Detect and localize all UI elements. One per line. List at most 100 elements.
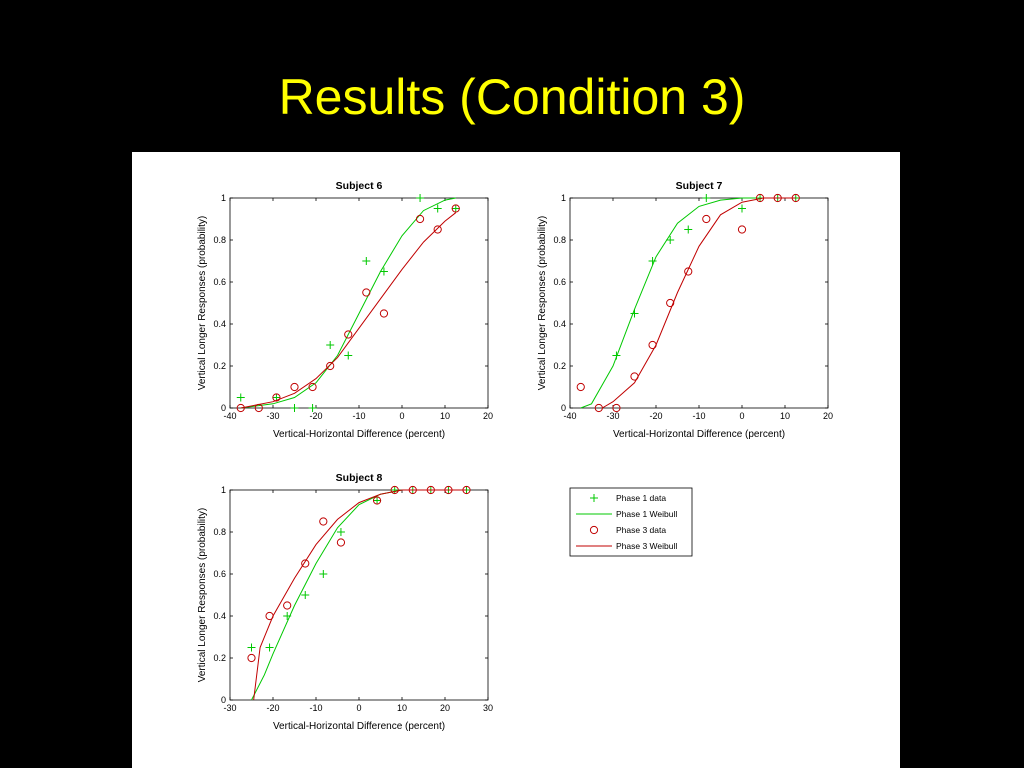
chart-title: Subject 7: [676, 180, 723, 192]
legend-box: [569, 487, 693, 557]
circle-marker: [612, 403, 621, 413]
x-tick-label: 30: [483, 703, 493, 713]
plus-marker: [379, 267, 388, 276]
circle-marker: [702, 214, 711, 224]
circle-marker: [247, 653, 256, 663]
plus-marker: [362, 257, 371, 265]
y-tick-label: 0.2: [213, 361, 226, 371]
circle-marker: [433, 225, 442, 234]
plus-marker: [630, 309, 639, 318]
circle-marker: [308, 382, 317, 392]
x-tick-label: -30: [606, 411, 619, 421]
circle-marker: [372, 496, 382, 505]
plus-marker: [373, 496, 382, 505]
circle-marker: [236, 403, 245, 413]
circle-marker: [283, 601, 292, 610]
plus-marker: [648, 257, 657, 265]
chart-title: Subject 8: [336, 472, 383, 484]
plus-marker: [390, 486, 399, 494]
x-axis-label: Vertical-Horizontal Difference (percent): [273, 429, 445, 440]
plot-frame: [229, 489, 489, 701]
y-tick-label: 0.8: [553, 235, 566, 245]
plot-frame: [229, 197, 489, 409]
x-tick-label: 0: [356, 703, 361, 713]
circle-marker: [576, 382, 585, 392]
circle-marker: [362, 288, 371, 297]
y-tick-label: 0: [221, 695, 226, 705]
y-axis-label: Vertical Longer Responses (probability): [537, 216, 548, 391]
plus-marker: [265, 643, 274, 652]
plus-marker: [319, 570, 328, 578]
circle-marker: [589, 525, 599, 535]
circle-marker: [326, 361, 335, 371]
fit-line: [253, 489, 467, 701]
plus-marker: [326, 341, 335, 349]
plus-marker: [666, 236, 675, 244]
x-tick-label: 20: [823, 411, 833, 421]
plus-marker: [702, 194, 711, 202]
plus-marker: [344, 351, 353, 360]
plus-marker: [738, 204, 746, 213]
plus-marker: [451, 204, 460, 213]
plus-marker: [290, 404, 299, 412]
fit-line: [240, 197, 456, 409]
circle-marker: [666, 298, 675, 308]
y-tick-label: 0.6: [213, 569, 226, 579]
y-tick-label: 1: [221, 485, 226, 495]
x-tick-label: 10: [397, 703, 407, 713]
plus-marker: [308, 404, 317, 412]
x-axis-label: Vertical-Horizontal Difference (percent): [613, 429, 785, 440]
x-tick-label: -10: [692, 411, 705, 421]
circle-marker: [390, 485, 399, 495]
y-tick-label: 0.8: [213, 235, 226, 245]
y-axis-label: Vertical Longer Responses (probability): [197, 508, 208, 683]
x-tick-label: 10: [440, 411, 450, 421]
x-tick-label: -20: [649, 411, 662, 421]
plus-marker: [416, 194, 425, 202]
plot-frame: [569, 197, 829, 409]
x-tick-label: 0: [739, 411, 744, 421]
fit-line: [240, 212, 457, 409]
plus-marker: [236, 393, 245, 402]
y-tick-label: 0: [561, 403, 566, 413]
circle-marker: [684, 267, 693, 276]
legend-label: Phase 1 data: [616, 493, 666, 503]
circle-marker: [451, 204, 460, 213]
circle-marker: [379, 309, 389, 318]
legend-label: Phase 1 Weibull: [616, 509, 677, 519]
x-tick-label: -20: [266, 703, 279, 713]
slide-title: Results (Condition 3): [278, 69, 746, 125]
circle-marker: [415, 214, 425, 224]
circle-marker: [336, 538, 346, 547]
circle-marker: [301, 559, 310, 568]
circle-marker: [737, 225, 747, 234]
y-tick-label: 1: [561, 193, 566, 203]
fit-line: [580, 197, 796, 409]
fit-line: [601, 197, 796, 409]
chart-title: Subject 6: [336, 180, 383, 192]
plus-marker: [336, 528, 345, 536]
x-tick-label: -40: [223, 411, 236, 421]
x-tick-label: -30: [266, 411, 279, 421]
y-axis-label: Vertical Longer Responses (probability): [197, 216, 208, 391]
x-tick-label: -30: [223, 703, 236, 713]
x-axis-label: Vertical-Horizontal Difference (percent): [273, 721, 445, 732]
y-tick-label: 0.4: [213, 319, 226, 329]
y-tick-label: 0: [221, 403, 226, 413]
x-tick-label: -10: [352, 411, 365, 421]
circle-marker: [319, 517, 328, 526]
y-tick-label: 0.6: [553, 277, 566, 287]
plus-marker: [433, 204, 442, 213]
x-tick-label: 20: [440, 703, 450, 713]
y-tick-label: 0.2: [553, 361, 566, 371]
y-tick-label: 1: [221, 193, 226, 203]
circle-marker: [344, 330, 353, 339]
x-tick-label: -40: [563, 411, 576, 421]
circle-marker: [272, 393, 281, 402]
y-tick-label: 0.4: [213, 611, 226, 621]
plus-marker: [247, 643, 256, 652]
x-tick-label: 20: [483, 411, 493, 421]
y-tick-label: 0.6: [213, 277, 226, 287]
